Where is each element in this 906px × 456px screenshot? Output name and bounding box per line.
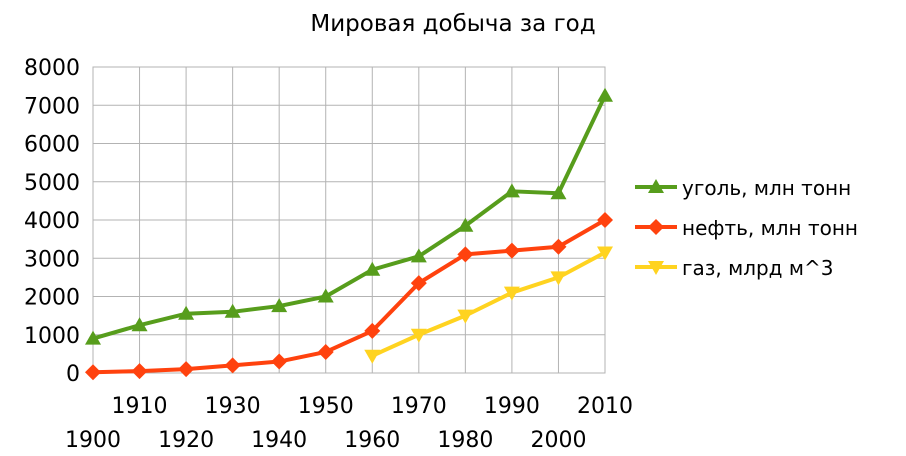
data-point [410,328,427,343]
y-tick-label: 8000 [24,56,80,81]
data-point [503,183,520,198]
legend-label: уголь, млн тонн [682,176,851,200]
y-tick-label: 2000 [24,286,80,311]
y-tick-label: 1000 [24,324,80,349]
series-0 [85,87,613,345]
y-tick-label: 0 [66,362,80,387]
data-point [317,343,334,360]
x-tick-label: 1960 [344,428,400,453]
data-point [271,298,288,313]
x-tick-label: 1950 [298,394,354,419]
data-point [131,317,148,332]
data-point [410,275,427,292]
data-point [317,288,334,303]
data-point [364,349,381,364]
y-tick-label: 7000 [24,94,80,119]
data-point [131,363,148,380]
data-point [410,248,427,263]
x-tick-label: 1920 [158,428,214,453]
series-2 [364,246,613,364]
y-tick-label: 3000 [24,247,80,272]
series-line [91,93,607,341]
data-point [550,271,567,286]
legend-marker [648,179,664,193]
data-point [224,357,241,374]
data-point [597,212,613,228]
data-point [457,246,474,263]
chart-title: Мировая добыча за год [310,11,595,37]
series-line [370,250,607,358]
legend: уголь, млн тонн нефть, млн тонн газ, млрд … [635,176,858,280]
legend-marker [648,261,664,275]
data-point [364,322,381,339]
data-point [85,330,101,345]
data-point [178,361,195,378]
legend-item: газ, млрд м^3 [635,256,833,280]
y-tick-label: 4000 [24,209,80,234]
data-point [597,246,613,261]
x-tick-label: 1900 [65,428,121,453]
x-tick-label: 1930 [205,394,261,419]
data-point [597,87,613,102]
legend-marker [648,219,664,235]
y-tick-label: 5000 [24,171,80,196]
x-tick-label: 1970 [391,394,447,419]
data-point [224,303,241,318]
x-tick-label: 1980 [437,428,493,453]
data-point [503,286,520,301]
data-point [457,217,474,232]
data-point [550,185,567,200]
series-layer [85,87,613,381]
x-tick-label: 2000 [530,428,586,453]
grid-lines [92,66,606,374]
series-1 [85,212,613,381]
y-tick-label: 6000 [24,133,80,158]
data-point [457,309,474,324]
x-tick-label: 2010 [577,394,633,419]
data-point [364,261,381,276]
data-point [550,238,567,255]
data-point [271,353,288,370]
legend-item: нефть, млн тонн [635,216,858,240]
legend-label: газ, млрд м^3 [682,256,833,280]
legend-label: нефть, млн тонн [682,216,858,240]
data-point [178,305,195,320]
x-tick-label: 1910 [112,394,168,419]
x-tick-label: 1990 [484,394,540,419]
legend-item: уголь, млн тонн [635,176,851,200]
x-tick-label: 1940 [251,428,307,453]
data-point [503,242,520,259]
axes: 0 1000 2000 3000 4000 5000 6000 7000 8000 1910 193… [24,56,633,453]
data-point [85,364,101,381]
series-line [91,218,607,375]
